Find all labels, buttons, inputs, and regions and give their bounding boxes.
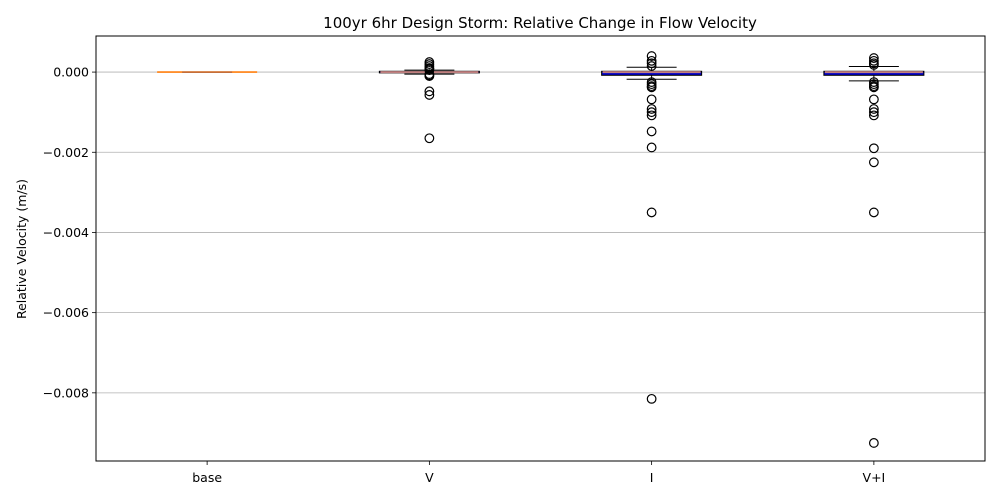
outlier-point bbox=[646, 58, 657, 69]
outlier-point bbox=[646, 82, 657, 93]
gridlines bbox=[96, 71, 985, 394]
outlier-point bbox=[424, 86, 435, 97]
outlier-point bbox=[868, 438, 879, 448]
x-tick-label: V+I bbox=[863, 470, 886, 485]
outlier-point bbox=[868, 104, 879, 114]
outlier-point bbox=[868, 207, 879, 218]
outliers-layer bbox=[424, 51, 879, 448]
x-tick-label: base bbox=[192, 470, 222, 485]
outlier-point bbox=[646, 104, 657, 114]
y-tick-label: −0.006 bbox=[43, 305, 89, 320]
plot-frame bbox=[95, 35, 986, 462]
outlier-point bbox=[646, 55, 657, 66]
boxes-layer bbox=[157, 65, 925, 82]
chart-title: 100yr 6hr Design Storm: Relative Change … bbox=[323, 14, 757, 32]
outlier-point bbox=[424, 71, 435, 81]
x-tick-label: V bbox=[425, 470, 434, 485]
outlier-point bbox=[424, 133, 435, 144]
outlier-point bbox=[868, 157, 879, 168]
outlier-point bbox=[646, 107, 657, 118]
outlier-point bbox=[424, 90, 435, 100]
outlier-point bbox=[646, 94, 657, 105]
outlier-point bbox=[646, 61, 657, 71]
outlier-point bbox=[424, 65, 435, 75]
y-tick-label: −0.002 bbox=[43, 145, 89, 160]
outlier-point bbox=[868, 143, 879, 154]
x-tick-label: I bbox=[650, 470, 654, 485]
y-tick-label: 0.000 bbox=[53, 65, 89, 80]
outlier-point bbox=[868, 110, 879, 121]
outlier-point bbox=[646, 393, 657, 404]
y-axis-label: Relative Velocity (m/s) bbox=[14, 179, 29, 319]
outlier-point bbox=[646, 51, 657, 61]
y-tick-label: −0.008 bbox=[43, 385, 89, 400]
outlier-point bbox=[868, 107, 879, 118]
outlier-point bbox=[868, 82, 879, 93]
outlier-point bbox=[646, 126, 657, 137]
box-V+I bbox=[823, 65, 925, 82]
outlier-point bbox=[868, 53, 879, 63]
outlier-point bbox=[868, 94, 879, 105]
outlier-point bbox=[646, 142, 657, 153]
outlier-point bbox=[646, 207, 657, 218]
y-tick-label: −0.004 bbox=[43, 225, 89, 240]
outlier-point bbox=[646, 110, 657, 121]
outlier-point bbox=[868, 59, 879, 70]
axes-layer: 0.000 −0.002 −0.004 −0.006 −0.008 base V I V+I bbox=[43, 65, 886, 485]
outlier-point bbox=[868, 55, 879, 66]
